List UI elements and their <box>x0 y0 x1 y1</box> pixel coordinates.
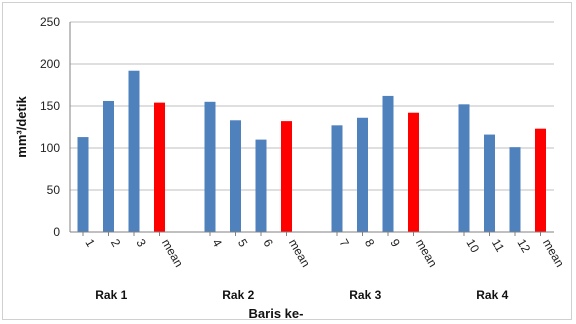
bar-row-4 <box>204 101 216 232</box>
bar-row-8 <box>357 117 368 232</box>
bars <box>77 70 546 233</box>
y-tick-label: 200 <box>40 57 60 71</box>
bar-mean-4 <box>535 128 546 232</box>
x-tick-label: mean <box>286 237 313 270</box>
bar-row-3 <box>128 70 140 232</box>
y-tick-label: 150 <box>40 99 60 113</box>
group-labels: Rak 1 Rak 2 Rak 3 Rak 4 <box>95 288 508 302</box>
x-tick-label: 8 <box>362 237 378 250</box>
x-tick-label: 10 <box>463 237 482 256</box>
gridlines <box>70 21 554 191</box>
x-tick-label: 6 <box>260 237 276 250</box>
bar-row-6 <box>255 139 267 232</box>
y-axis-title: mm³/detik <box>14 96 29 158</box>
bar-row-12 <box>509 147 521 232</box>
bar-mean-3 <box>408 112 419 232</box>
group-label-rak-2: Rak 2 <box>222 288 254 302</box>
axes <box>69 22 554 236</box>
x-tick-labels: 1 2 3 mean 4 5 6 mean 7 8 9 mean 10 11 12 mean <box>82 237 567 270</box>
x-tick-label: mean <box>540 237 567 270</box>
bar-mean-1 <box>154 102 165 232</box>
x-tick-label: 2 <box>108 237 124 250</box>
x-tick-label: 4 <box>209 237 225 250</box>
bar-row-11 <box>484 134 495 232</box>
bar-mean-2 <box>281 121 292 232</box>
x-tick-label: 1 <box>82 237 98 250</box>
bar-row-2 <box>103 100 114 233</box>
x-tick-label: 7 <box>336 237 352 250</box>
x-tick-label: 3 <box>133 237 149 250</box>
bar-row-9 <box>382 95 394 232</box>
x-tick-label: 5 <box>235 237 251 250</box>
x-axis-title: Baris ke- <box>249 306 304 321</box>
x-tick-label: 12 <box>514 237 533 256</box>
x-tick-label: 9 <box>387 237 403 250</box>
y-tick-label: 0 <box>53 225 60 239</box>
group-label-rak-4: Rak 4 <box>476 288 508 302</box>
bar-row-5 <box>230 120 241 232</box>
y-tick-labels: 0 50 100 150 200 250 <box>40 15 60 239</box>
y-tick-label: 100 <box>40 141 60 155</box>
y-tick-label: 50 <box>47 183 61 197</box>
bar-row-10 <box>458 104 470 232</box>
y-tick-label: 250 <box>40 15 60 29</box>
bar-row-7 <box>331 125 343 232</box>
x-tick-label: mean <box>413 237 440 270</box>
group-label-rak-3: Rak 3 <box>349 288 381 302</box>
bar-row-1 <box>77 137 89 232</box>
x-tick-label: 11 <box>489 237 508 255</box>
x-tick-label: mean <box>159 237 186 270</box>
group-label-rak-1: Rak 1 <box>95 288 127 302</box>
